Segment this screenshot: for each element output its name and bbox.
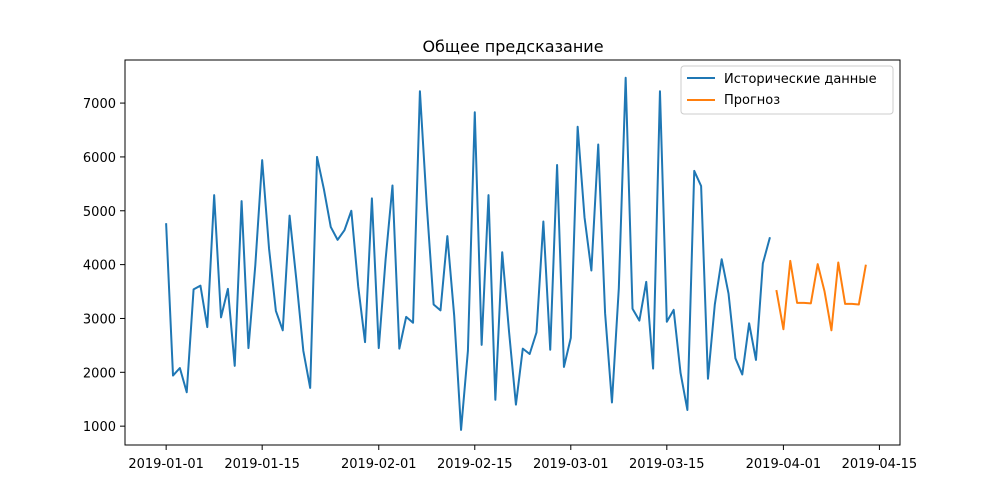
y-tick-label: 2000 xyxy=(83,366,116,381)
x-tick-label: 2019-04-15 xyxy=(842,457,918,472)
series-line-forecast xyxy=(775,259,867,332)
series-line-historical xyxy=(165,76,771,431)
y-tick-label: 1000 xyxy=(83,420,116,435)
y-tick-label: 6000 xyxy=(83,151,116,166)
y-tick-label: 3000 xyxy=(83,312,116,327)
y-tick-label: 7000 xyxy=(83,97,116,112)
x-tick-label: 2019-01-01 xyxy=(128,457,204,472)
x-tick-label: 2019-03-15 xyxy=(629,457,705,472)
plot-area-frame xyxy=(124,59,901,446)
x-tick-label: 2019-01-15 xyxy=(224,457,300,472)
x-tick-label: 2019-04-01 xyxy=(746,457,822,472)
y-tick-label: 5000 xyxy=(83,205,116,220)
x-tick-label: 2019-02-15 xyxy=(437,457,513,472)
x-tick-label: 2019-02-01 xyxy=(341,457,417,472)
legend-label-historical: Исторические данные xyxy=(724,72,877,87)
legend-box xyxy=(680,65,894,115)
chart-title: Общее предсказание xyxy=(422,37,603,56)
legend-label-forecast: Прогноз xyxy=(724,93,780,108)
legend: Исторические данные Прогноз xyxy=(680,65,894,115)
y-tick-label: 4000 xyxy=(83,259,116,274)
x-tick-label: 2019-03-01 xyxy=(533,457,609,472)
